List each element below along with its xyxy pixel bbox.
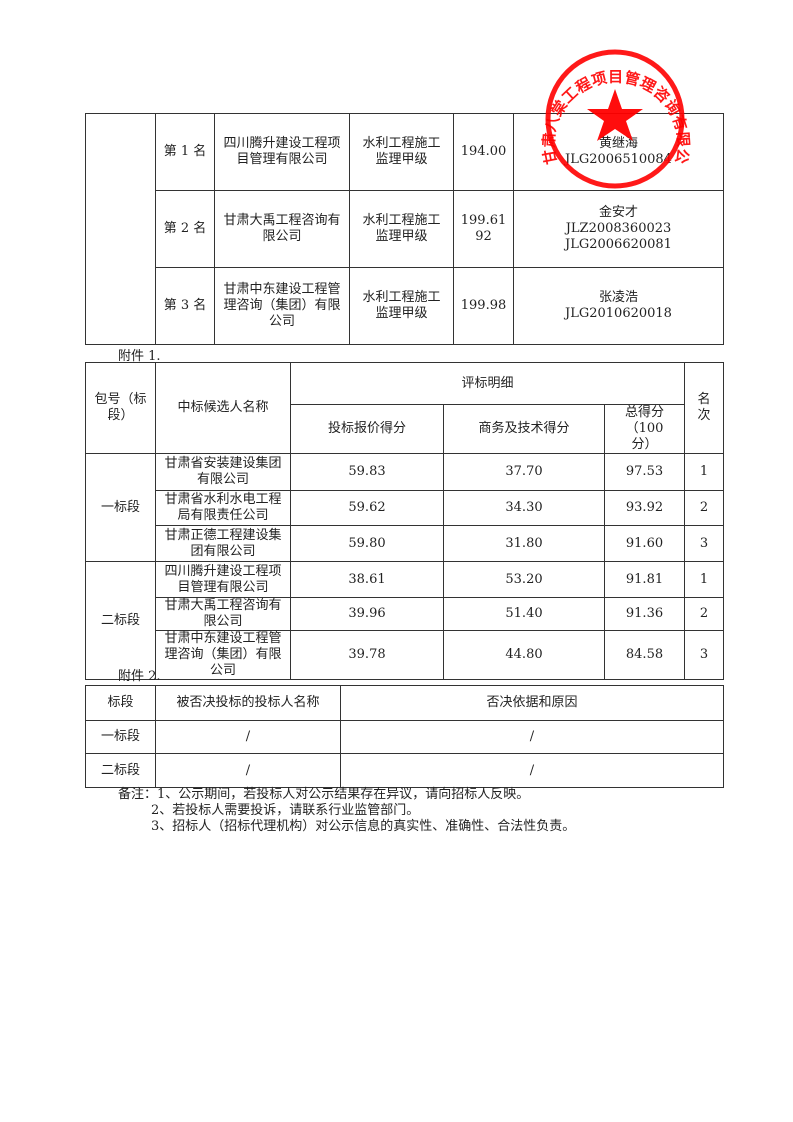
header-detail: 评标明细 xyxy=(289,362,686,405)
rank-cell: 2 xyxy=(684,597,725,631)
person-line: 金安才 xyxy=(598,205,638,220)
section-cell xyxy=(85,113,156,345)
rank-cell: 3 xyxy=(684,525,725,562)
note-1: 备注：1、公示期间，若投标人对公示结果存在异议，请向招标人反映。 xyxy=(118,787,530,802)
rank-cell: 1 xyxy=(684,561,725,598)
table-row: 甘肃中东建设工程管理咨询（集团）有限公司 39.78 44.80 84.58 3 xyxy=(86,630,725,680)
attachment-1-label: 附件 1. xyxy=(118,349,161,364)
section-cell: 二标段 xyxy=(85,561,156,680)
price-score-cell: 59.80 xyxy=(290,525,444,562)
person-line: 黄继海 xyxy=(598,136,638,151)
person-line: JLZ2008360023 xyxy=(565,221,672,236)
company-cell: 四川腾升建设工程项目管理有限公司 xyxy=(214,113,350,191)
name-cell: / xyxy=(155,753,341,788)
rejected-bidders-table: 标段 被否决投标的投标人名称 否决依据和原因 一标段 / / 二标段 / / xyxy=(85,685,724,788)
table-row: 甘肃大禹工程咨询有限公司 39.96 51.40 91.36 2 xyxy=(86,597,725,631)
person-cell: 黄继海 JLG2006510084 xyxy=(513,113,724,191)
header-reason: 否决依据和原因 xyxy=(340,685,724,721)
attachment-2-label: 附件 2. xyxy=(118,669,161,684)
name-cell: / xyxy=(155,720,341,754)
tech-score-cell: 44.80 xyxy=(443,630,605,680)
company-cell: 甘肃中东建设工程管理咨询（集团）有限公司 xyxy=(214,267,350,345)
company-cell: 甘肃大禹工程咨询有限公司 xyxy=(214,190,350,268)
total-score-cell: 84.58 xyxy=(603,630,686,680)
total-score-cell: 91.36 xyxy=(603,597,686,631)
table-row: 甘肃省水利水电工程局有限责任公司 59.62 34.30 93.92 2 xyxy=(86,490,725,526)
qualification-cell: 水利工程施工监理甲级 xyxy=(349,267,454,345)
total-score-cell: 91.81 xyxy=(603,561,686,598)
candidate-cell: 四川腾升建设工程项目管理有限公司 xyxy=(155,561,291,598)
header-tech-score: 商务及技术得分 xyxy=(443,404,605,454)
rank-cell: 3 xyxy=(684,630,725,680)
price-score-cell: 39.96 xyxy=(290,597,444,631)
price-cell: 199.6192 xyxy=(453,190,514,268)
notes: 备注：1、公示期间，若投标人对公示结果存在异议，请向招标人反映。 2、若投标人需… xyxy=(118,787,575,835)
table-row: 第 1 名四川腾升建设工程项目管理有限公司 水利工程施工监理甲级 194.00 黄继海… xyxy=(85,113,724,345)
person-line: JLG2006510084 xyxy=(565,152,672,167)
note-2: 2、若投标人需要投诉，请联系行业监管部门。 xyxy=(151,803,420,818)
candidate-cell: 甘肃省安装建设集团有限公司 xyxy=(155,453,291,491)
table-row: 甘肃正德工程建设集团有限公司 59.80 31.80 91.60 3 xyxy=(86,525,725,562)
header-name: 被否决投标的投标人名称 xyxy=(155,685,341,721)
section-cell: 二标段 xyxy=(85,753,156,788)
price-score-cell: 59.62 xyxy=(290,490,444,526)
rank-cell: 2 xyxy=(684,490,725,526)
candidate-cell: 甘肃中东建设工程管理咨询（集团）有限公司 xyxy=(155,630,291,680)
tech-score-cell: 34.30 xyxy=(443,490,605,526)
table-row: 二标段 四川腾升建设工程项目管理有限公司 38.61 53.20 91.81 1 xyxy=(85,561,725,680)
table-row: 第 2 名甘肃大禹工程咨询有限公司 水利工程施工监理甲级 199.6192 金安才 JL… xyxy=(86,190,724,268)
header-candidate: 中标候选人名称 xyxy=(155,362,291,454)
price-cell: 199.98 xyxy=(453,267,514,345)
note-3: 3、招标人（招标代理机构）对公示信息的真实性、准确性、合法性负责。 xyxy=(151,819,576,834)
person-cell: 张凌浩 JLG2010620018 xyxy=(513,267,724,345)
price-score-cell: 59.83 xyxy=(290,453,444,491)
person-line: JLG2010620018 xyxy=(565,306,672,321)
header-price-score: 投标报价得分 xyxy=(290,404,444,454)
tech-score-cell: 53.20 xyxy=(443,561,605,598)
candidate-cell: 甘肃正德工程建设集团有限公司 xyxy=(155,525,291,562)
table-row: 一标段 甘肃省安装建设集团有限公司 59.83 37.70 97.53 1 xyxy=(85,453,725,562)
tech-score-cell: 51.40 xyxy=(443,597,605,631)
tech-score-cell: 31.80 xyxy=(443,525,605,562)
candidate-cell: 甘肃省水利水电工程局有限责任公司 xyxy=(155,490,291,526)
reason-cell: / xyxy=(340,753,724,788)
rank-cell: 第 1 名 xyxy=(155,113,215,191)
section-cell: 一标段 xyxy=(85,453,156,562)
person-line: 张凌浩 xyxy=(598,290,638,305)
price-score-cell: 39.78 xyxy=(290,630,444,680)
rank-cell: 第 2 名 xyxy=(155,190,215,268)
total-score-cell: 93.92 xyxy=(603,490,686,526)
total-score-cell: 97.53 xyxy=(603,453,686,491)
evaluation-detail-table: 包号（标段） 中标候选人名称 评标明细 名次 投标报价得分 商务及技术得分 总得… xyxy=(85,362,725,680)
price-score-cell: 38.61 xyxy=(290,561,444,598)
qualification-cell: 水利工程施工监理甲级 xyxy=(349,113,454,191)
table-row: 第 3 名甘肃中东建设工程管理咨询（集团）有限公司 水利工程施工监理甲级 199.9… xyxy=(86,267,724,345)
reason-cell: / xyxy=(340,720,724,754)
header-section: 标段 xyxy=(85,685,156,721)
person-line: JLG2006620081 xyxy=(565,237,672,252)
candidate-cell: 甘肃大禹工程咨询有限公司 xyxy=(155,597,291,631)
table-row: 一标段 / / xyxy=(85,720,724,754)
rank-cell: 第 3 名 xyxy=(155,267,215,345)
total-score-cell: 91.60 xyxy=(603,525,686,562)
rank-cell: 1 xyxy=(684,453,725,491)
table-row: 二标段 / / xyxy=(85,753,724,788)
tech-score-cell: 37.70 xyxy=(443,453,605,491)
qualification-cell: 水利工程施工监理甲级 xyxy=(349,190,454,268)
section-cell: 一标段 xyxy=(85,720,156,754)
header-section: 包号（标段） xyxy=(85,362,156,454)
price-cell: 194.00 xyxy=(453,113,514,191)
person-cell: 金安才 JLZ2008360023 JLG2006620081 xyxy=(513,190,724,268)
header-total: 总得分（100 分） xyxy=(603,404,686,454)
winning-candidates-table: 第 1 名四川腾升建设工程项目管理有限公司 水利工程施工监理甲级 194.00 黄继海… xyxy=(85,113,724,345)
header-rank: 名次 xyxy=(684,362,725,454)
